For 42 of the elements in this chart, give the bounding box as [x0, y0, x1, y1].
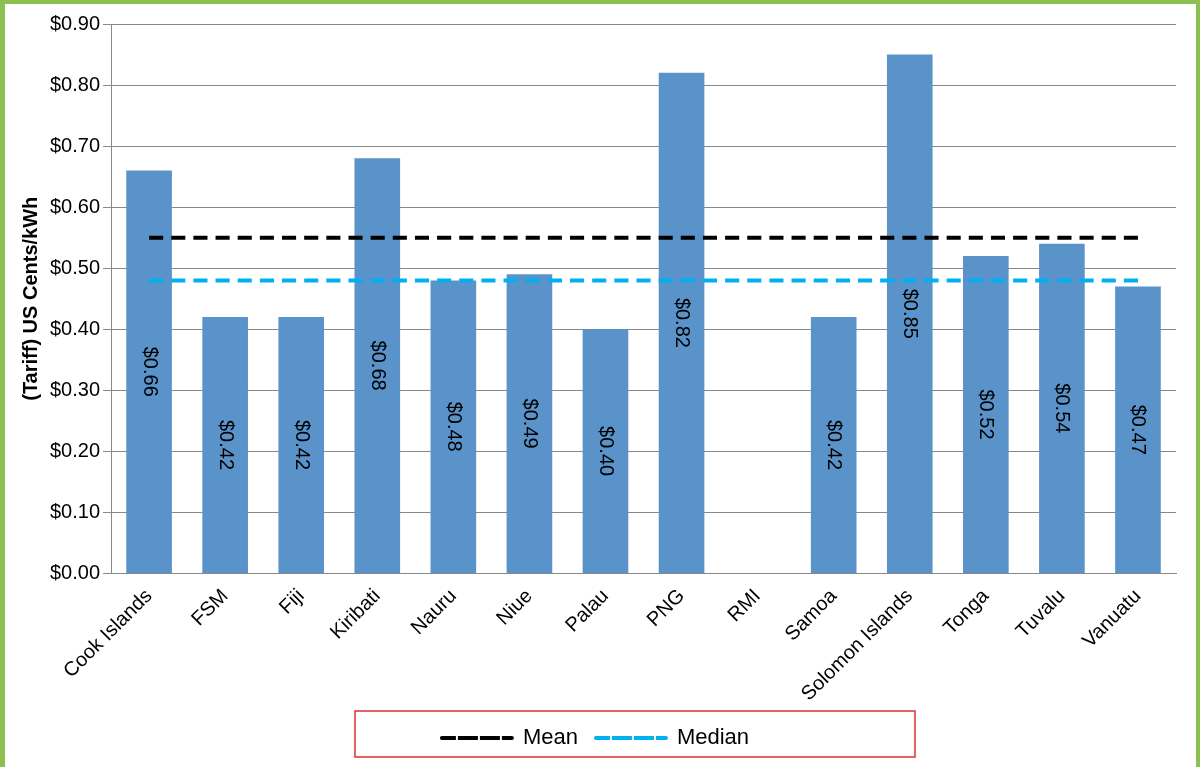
bar [1115, 286, 1161, 573]
bar [658, 72, 705, 573]
data-label: $0.42 [215, 419, 238, 471]
x-tick-label: Fiji [274, 584, 308, 618]
x-tick-label: RMI [722, 584, 765, 626]
data-label: $0.48 [443, 401, 466, 452]
data-label: $0.85 [900, 288, 923, 339]
bar [582, 329, 629, 573]
data-label: $0.40 [595, 426, 618, 477]
y-tick-label: $0.10 [49, 499, 101, 522]
data-label: $0.42 [824, 419, 847, 471]
legend-label: Median [676, 724, 750, 750]
data-label: $0.49 [519, 398, 542, 449]
y-tick-label: $0.60 [49, 194, 101, 217]
y-tick-label: $0.00 [49, 560, 101, 583]
bar [430, 280, 477, 573]
data-label: $0.42 [291, 419, 314, 471]
y-tick-label: $0.30 [49, 377, 101, 400]
bar [506, 274, 553, 573]
bar [126, 170, 172, 573]
x-tick-label: Niue [491, 584, 537, 629]
bar [202, 317, 248, 573]
data-label: $0.82 [672, 297, 695, 348]
bar [354, 158, 401, 573]
bar [810, 317, 857, 573]
y-axis-title: (Tariff) US Cents/kWh [18, 196, 41, 401]
bar [278, 317, 325, 573]
y-tick-label: $0.20 [49, 438, 101, 461]
data-label: $0.54 [1052, 383, 1075, 434]
data-label: $0.68 [367, 340, 390, 391]
legend-label: Mean [522, 724, 578, 750]
bar [1039, 243, 1085, 573]
bar [886, 54, 933, 573]
bar [963, 256, 1009, 573]
y-tick-label: $0.90 [49, 11, 101, 34]
data-label: $0.66 [139, 346, 162, 397]
data-label: $0.47 [1128, 404, 1151, 455]
y-tick-label: $0.80 [49, 72, 101, 95]
y-tick-label: $0.50 [49, 255, 101, 278]
data-label: $0.52 [976, 389, 999, 440]
y-tick-label: $0.70 [49, 133, 101, 156]
y-tick-label: $0.40 [49, 316, 101, 339]
